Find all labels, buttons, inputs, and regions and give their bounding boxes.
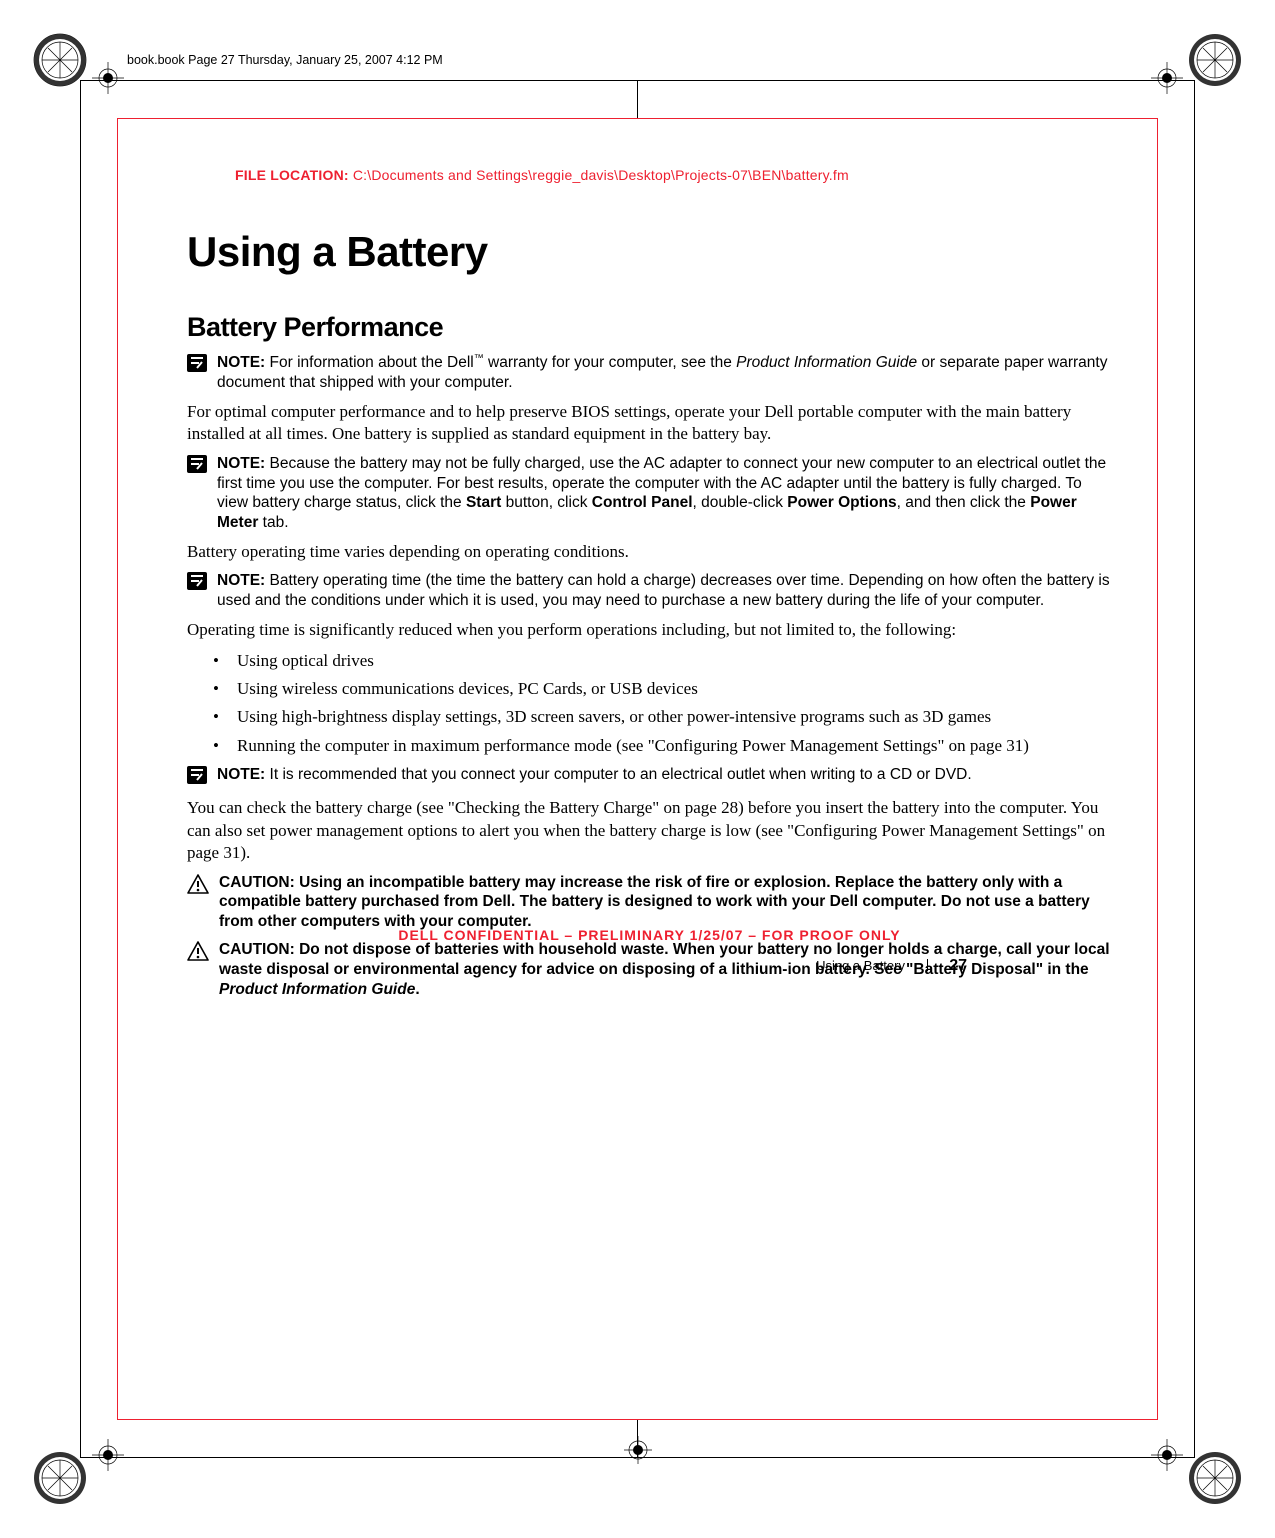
file-location-label: FILE LOCATION:	[235, 167, 349, 183]
reg-mark-top-right	[1175, 20, 1255, 100]
page-title: Using a Battery	[187, 228, 1112, 276]
note-1-text: NOTE: For information about the Dell™ wa…	[217, 353, 1112, 393]
caution-icon	[187, 941, 209, 966]
note-icon	[187, 572, 207, 595]
running-header: book.book Page 27 Thursday, January 25, …	[127, 53, 443, 67]
page-number: 27	[949, 957, 967, 974]
footer-chapter: Using a Battery	[816, 958, 905, 973]
paragraph-1: For optimal computer performance and to …	[187, 401, 1112, 446]
crosshair-top-left	[90, 60, 126, 101]
note-label: NOTE:	[217, 455, 270, 472]
reg-mark-top-left	[20, 20, 100, 100]
note-icon	[187, 354, 207, 377]
crosshair-bottom-center	[623, 1435, 653, 1470]
list-item: Using wireless communications devices, P…	[213, 678, 1112, 700]
page-content: Using a Battery Battery Performance NOTE…	[187, 228, 1112, 1008]
note-3-text: NOTE: Battery operating time (the time t…	[217, 571, 1112, 611]
note-2-text: NOTE: Because the battery may not be ful…	[217, 454, 1112, 533]
reg-mark-bottom-left	[20, 1438, 100, 1518]
caution-2-text: CAUTION: Do not dispose of batteries wit…	[219, 940, 1112, 999]
caution-icon	[187, 874, 209, 899]
paragraph-3: Operating time is significantly reduced …	[187, 619, 1112, 641]
note-1: NOTE: For information about the Dell™ wa…	[187, 353, 1112, 393]
note-label: NOTE:	[217, 766, 270, 783]
page-footer: Using a Battery 27	[816, 957, 967, 975]
file-location-path: C:\Documents and Settings\reggie_davis\D…	[349, 167, 849, 183]
crosshair-top-right	[1149, 60, 1185, 101]
list-item: Using high-brightness display settings, …	[213, 706, 1112, 728]
section-title: Battery Performance	[187, 312, 1112, 343]
note-icon	[187, 455, 207, 478]
caution-1: CAUTION: Using an incompatible battery m…	[187, 873, 1112, 932]
list-item: Using optical drives	[213, 650, 1112, 672]
confidential-footer: DELL CONFIDENTIAL – PRELIMINARY 1/25/07 …	[187, 927, 1112, 943]
note-label: NOTE:	[217, 572, 270, 589]
note-icon	[187, 766, 207, 789]
reg-mark-bottom-right	[1175, 1438, 1255, 1518]
paragraph-4: You can check the battery charge (see "C…	[187, 797, 1112, 864]
bullet-list: Using optical drives Using wireless comm…	[213, 650, 1112, 758]
note-3: NOTE: Battery operating time (the time t…	[187, 571, 1112, 611]
note-4: NOTE: It is recommended that you connect…	[187, 765, 1112, 789]
note-2: NOTE: Because the battery may not be ful…	[187, 454, 1112, 533]
footer-divider	[927, 959, 928, 971]
caution-1-text: CAUTION: Using an incompatible battery m…	[219, 873, 1112, 932]
paragraph-2: Battery operating time varies depending …	[187, 541, 1112, 563]
note-4-text: NOTE: It is recommended that you connect…	[217, 765, 972, 785]
file-location: FILE LOCATION: C:\Documents and Settings…	[235, 167, 849, 183]
crosshair-bottom-left	[90, 1437, 126, 1478]
center-top-mark	[637, 80, 638, 118]
crosshair-bottom-right	[1149, 1437, 1185, 1478]
list-item: Running the computer in maximum performa…	[213, 735, 1112, 757]
caution-label: CAUTION:	[219, 941, 299, 958]
caution-2: CAUTION: Do not dispose of batteries wit…	[187, 940, 1112, 999]
caution-label: CAUTION:	[219, 874, 299, 891]
note-label: NOTE:	[217, 354, 270, 371]
